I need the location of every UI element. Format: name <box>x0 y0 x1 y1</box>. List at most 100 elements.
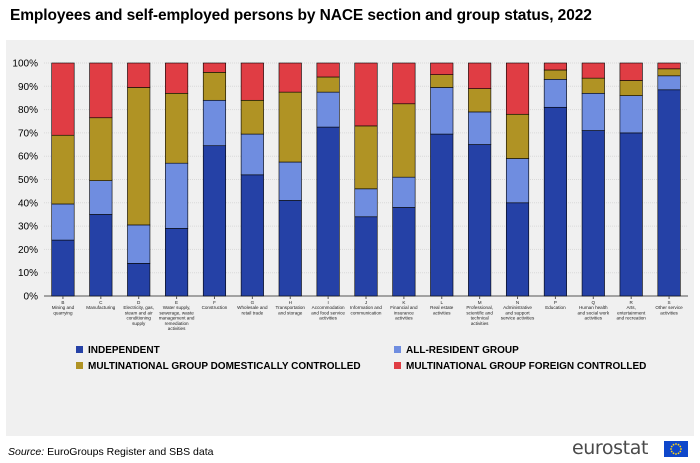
bar-segment-all_resident <box>51 203 75 241</box>
x-tick-label-line: activities <box>433 310 451 315</box>
x-tick-label: P Education <box>545 300 566 310</box>
x-tick-label-line: quarrying <box>53 310 73 315</box>
x-tick-label-line: K <box>402 300 406 305</box>
x-tick-label-line: Education <box>545 305 566 310</box>
bar-segment-mne_domestic <box>354 125 378 190</box>
bar-segment-mne_domestic <box>657 68 681 77</box>
bar-segment-mne_domestic <box>202 72 227 101</box>
y-tick-label: 50% <box>18 175 38 186</box>
bar-segment-independent <box>657 89 681 297</box>
bar-segment-independent <box>278 200 302 297</box>
legend-label-all_resident: ALL-RESIDENT GROUP <box>406 345 519 356</box>
eu-flag-icon <box>664 441 688 457</box>
x-tick-label: B Mining and quarrying <box>52 300 75 315</box>
bar-segment-independent <box>543 106 567 297</box>
chart-title: Employees and self-employed persons by N… <box>10 7 592 24</box>
legend-swatch-all_resident <box>394 346 401 353</box>
x-tick-label-line: I <box>327 300 328 305</box>
x-tick-label-line: Transportation <box>276 305 306 310</box>
x-tick-label: H Transportation and storage <box>276 300 306 315</box>
bar-segment-all_resident <box>165 162 189 229</box>
bar-segment-independent <box>581 130 605 297</box>
source-note: Source: EuroGroups Register and SBS data <box>8 446 213 458</box>
bar-segment-independent <box>505 202 530 297</box>
bar-segment-mne_foreign <box>316 62 340 78</box>
bar-segment-mne_foreign <box>543 62 567 71</box>
x-tick-label: J Information and communication <box>350 300 382 315</box>
bar-segment-independent <box>392 207 416 297</box>
bar-segment-independent <box>240 174 264 297</box>
x-tick-label-line: steam and air <box>125 310 153 315</box>
x-tick-label: R Arts, entertainment and recreation <box>616 300 646 321</box>
bar-segment-mne_foreign <box>657 62 681 70</box>
x-tick-label: G Wholesale and retail trade <box>237 300 268 315</box>
x-tick-label-line: G <box>251 300 255 305</box>
bar-segment-mne_foreign <box>240 62 264 101</box>
bar-segment-all_resident <box>468 111 492 145</box>
y-tick-label: 60% <box>18 152 38 163</box>
x-tick-label-line: remediation <box>165 321 189 326</box>
legend-swatch-mne_domestic <box>76 362 83 369</box>
bar-segment-mne_foreign <box>619 62 643 81</box>
x-tick-label-line: N <box>516 300 519 305</box>
bar-segment-mne_foreign <box>89 62 113 119</box>
x-tick-label-line: and food service <box>311 310 345 315</box>
x-tick-label: C Manufacturing <box>86 300 116 310</box>
bar-segment-mne_domestic <box>619 80 643 96</box>
x-tick-label-line: activities <box>471 321 489 326</box>
legend-label-independent: INDEPENDENT <box>88 345 160 356</box>
bar-segment-mne_foreign <box>202 62 227 73</box>
x-tick-label: D Electricity, gas, steam and air condition… <box>123 300 154 326</box>
x-tick-label-line: activities <box>168 326 186 331</box>
x-tick-label-line: Financial and <box>390 305 418 310</box>
bar-segment-all_resident <box>316 91 340 128</box>
x-tick-label: K Financial and insurance activities <box>390 300 418 321</box>
bar-segment-mne_foreign <box>127 62 151 88</box>
bar-segment-mne_domestic <box>165 92 189 164</box>
y-tick-label: 70% <box>18 128 38 139</box>
bar-segment-independent <box>165 228 189 297</box>
x-tick-label-line: and support <box>505 310 530 315</box>
bar-segment-mne_domestic <box>392 103 416 178</box>
x-tick-label-line: management and <box>159 316 195 321</box>
bar-segment-mne_domestic <box>51 134 75 205</box>
bar-segment-mne_domestic <box>127 87 151 226</box>
x-tick-label: I Accommodation and food service activities <box>311 300 345 321</box>
x-tick-label-line: activities <box>660 310 678 315</box>
stacked-bar-chart: 0% 10% 20% 30% 40% 50% 60% 70% 80% 90% 100% B Mining… <box>12 59 688 372</box>
bar-segment-all_resident <box>354 188 378 218</box>
x-tick-label-line: and recreation <box>616 316 646 321</box>
bar-segment-all_resident <box>278 161 302 201</box>
x-tick-label-line: R <box>630 300 634 305</box>
x-tick-label-line: Professional, <box>466 305 493 310</box>
bar-segment-mne_foreign <box>278 62 302 93</box>
x-tick-label-line: Mining and <box>52 305 75 310</box>
x-tick-label-line: Q <box>592 300 596 305</box>
bar-segment-independent <box>89 214 113 297</box>
bar-segment-mne_foreign <box>468 62 492 89</box>
legend-label-mne_foreign: MULTINATIONAL GROUP FOREIGN CONTROLLED <box>406 361 646 372</box>
x-tick-label-line: activities <box>584 316 602 321</box>
bar-segment-all_resident <box>430 87 454 135</box>
x-tick-label-line: M <box>478 300 482 305</box>
x-tick-label-line: activities <box>395 316 413 321</box>
bar-segment-independent <box>316 126 340 297</box>
x-tick-label: F Construction <box>202 300 228 310</box>
bar-segment-mne_domestic <box>89 117 113 181</box>
x-tick-label-line: Wholesale and <box>237 305 268 310</box>
x-tick-label-line: Water supply, <box>163 305 191 310</box>
bar-segment-all_resident <box>202 99 227 147</box>
x-tick-label-line: activities <box>319 316 337 321</box>
x-tick-label-line: insurance <box>394 310 414 315</box>
bar-segment-all_resident <box>392 176 416 208</box>
bar-segment-all_resident <box>89 180 113 215</box>
x-tick-label-line: Real estate <box>430 305 454 310</box>
bar-segment-mne_foreign <box>581 62 605 79</box>
x-tick-label-line: supply <box>132 321 146 326</box>
x-tick-label-line: conditioning <box>126 316 151 321</box>
x-tick-label-line: C <box>99 300 103 305</box>
bar-segment-independent <box>127 263 151 297</box>
source-text: EuroGroups Register and SBS data <box>44 446 214 458</box>
chart-background <box>6 40 694 436</box>
y-tick-label: 0% <box>24 292 39 303</box>
